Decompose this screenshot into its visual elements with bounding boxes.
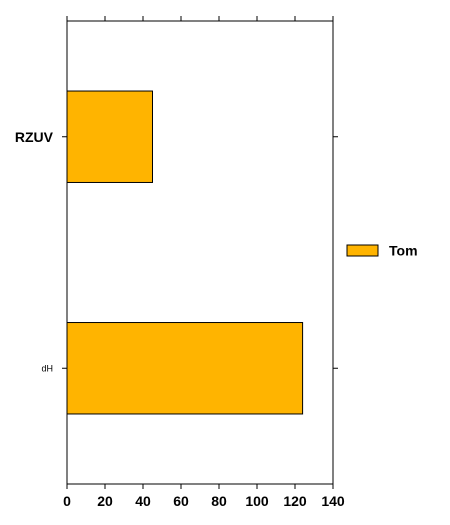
x-tick-label-80: 80 bbox=[211, 493, 227, 509]
legend: Tom bbox=[346, 243, 418, 259]
legend-label: Tom bbox=[389, 243, 418, 259]
x-tick-label-100: 100 bbox=[245, 493, 269, 509]
x-tick-label-0: 0 bbox=[63, 493, 71, 509]
bars-group bbox=[66, 90, 304, 415]
x-tick-label-20: 20 bbox=[97, 493, 113, 509]
x-tick-label-140: 140 bbox=[321, 493, 345, 509]
bar-dh bbox=[66, 322, 304, 415]
x-axis: 0 20 40 60 80 100 120 140 bbox=[63, 16, 345, 509]
y-axis: RZUV dH bbox=[15, 129, 338, 373]
x-tick-label-60: 60 bbox=[173, 493, 189, 509]
legend-swatch bbox=[346, 244, 379, 257]
plot-frame bbox=[66, 20, 334, 485]
x-tick-label-120: 120 bbox=[283, 493, 307, 509]
bar-rzuv bbox=[66, 90, 153, 183]
y-tick-label-rzuv: RZUV bbox=[15, 129, 54, 145]
x-tick-label-40: 40 bbox=[135, 493, 151, 509]
y-tick-label-dh: dH bbox=[41, 363, 53, 373]
